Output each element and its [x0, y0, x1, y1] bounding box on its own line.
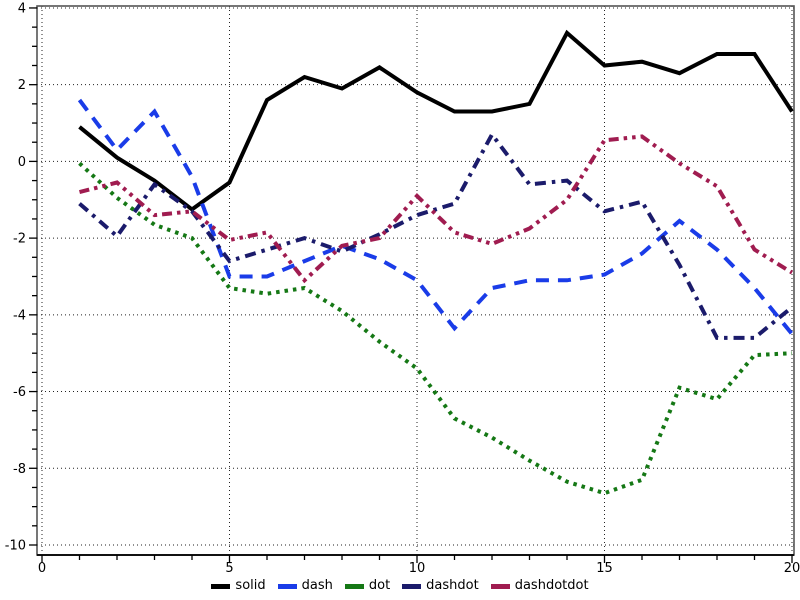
y-tick-label: -10 [5, 539, 26, 554]
y-tick-label: -6 [13, 385, 26, 400]
y-tick-label: 0 [18, 155, 26, 170]
series-line-solid [78, 29, 794, 212]
legend-item-dashdot: dashdot [402, 579, 479, 593]
legend-item-dash: dash [277, 578, 333, 593]
y-tick-label: -4 [13, 308, 26, 323]
legend-label: dashdot [426, 578, 479, 593]
x-tick-label: 10 [409, 561, 426, 576]
x-tick-label: 15 [596, 561, 613, 576]
legend-item-dot: dot [344, 578, 391, 593]
y-tick-label: -2 [13, 232, 26, 247]
series-line-dashdotdot [79, 134, 794, 284]
y-tick-label: -8 [13, 462, 26, 477]
legend-swatch-dashdotdot [490, 583, 510, 589]
legend-label: dot [368, 578, 391, 593]
legend-item-dashdotdot: dashdotdot [490, 578, 589, 593]
y-tick-label: 2 [18, 78, 26, 93]
series-line-dash [77, 98, 794, 336]
series-line-dashdot [78, 130, 794, 340]
legend-label: dashdotdot [514, 578, 589, 593]
legend-label: dash [301, 578, 333, 593]
legend-swatch-dot [344, 583, 364, 589]
series-line-dot [78, 161, 793, 496]
y-tick-label: 4 [18, 1, 26, 16]
chart-legend: solid dash dot dashdot dashdotdot [0, 579, 800, 593]
x-tick-label: 20 [784, 561, 800, 576]
legend-swatch-solid [211, 583, 231, 589]
x-tick-label: 5 [225, 561, 233, 576]
legend-label: solid [235, 578, 266, 593]
legend-swatch-dash [277, 583, 297, 589]
legend-swatch-dashdot [402, 583, 422, 589]
legend-item-solid: solid [211, 578, 266, 593]
x-tick-label: 0 [38, 561, 46, 576]
plot-frame [36, 5, 795, 556]
